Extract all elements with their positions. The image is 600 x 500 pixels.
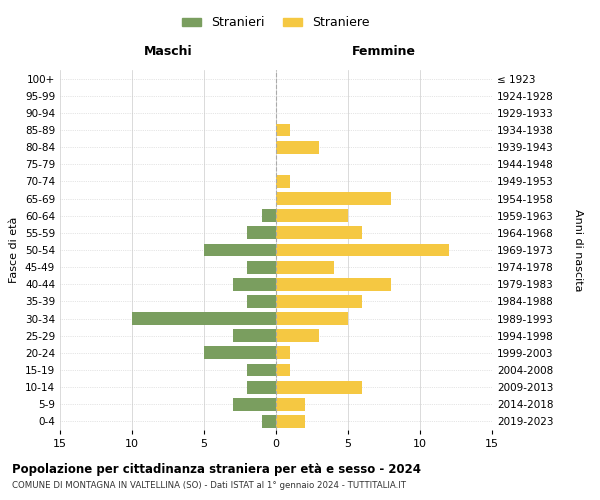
Bar [247, 295, 276, 308]
Bar [247, 380, 276, 394]
Bar [204, 244, 276, 256]
Bar [233, 398, 276, 410]
Bar [276, 312, 348, 325]
Y-axis label: Fasce di età: Fasce di età [10, 217, 19, 283]
Bar [276, 346, 290, 360]
Bar [276, 415, 305, 428]
Bar [276, 124, 290, 136]
Bar [247, 260, 276, 274]
Bar [132, 312, 276, 325]
Bar [276, 295, 362, 308]
Bar [276, 364, 290, 376]
Bar [276, 260, 334, 274]
Bar [276, 175, 290, 188]
Bar [276, 278, 391, 290]
Bar [204, 346, 276, 360]
Y-axis label: Anni di nascita: Anni di nascita [573, 209, 583, 291]
Bar [276, 140, 319, 153]
Bar [233, 278, 276, 290]
Text: Popolazione per cittadinanza straniera per età e sesso - 2024: Popolazione per cittadinanza straniera p… [12, 462, 421, 475]
Bar [276, 398, 305, 410]
Bar [262, 415, 276, 428]
Legend: Stranieri, Straniere: Stranieri, Straniere [178, 11, 374, 34]
Bar [276, 226, 362, 239]
Bar [247, 364, 276, 376]
Bar [262, 210, 276, 222]
Bar [247, 226, 276, 239]
Bar [276, 244, 449, 256]
Text: Femmine: Femmine [352, 45, 416, 58]
Text: COMUNE DI MONTAGNA IN VALTELLINA (SO) - Dati ISTAT al 1° gennaio 2024 - TUTTITAL: COMUNE DI MONTAGNA IN VALTELLINA (SO) - … [12, 481, 406, 490]
Bar [276, 380, 362, 394]
Text: Maschi: Maschi [143, 45, 193, 58]
Bar [276, 210, 348, 222]
Bar [276, 330, 319, 342]
Bar [276, 192, 391, 205]
Bar [233, 330, 276, 342]
